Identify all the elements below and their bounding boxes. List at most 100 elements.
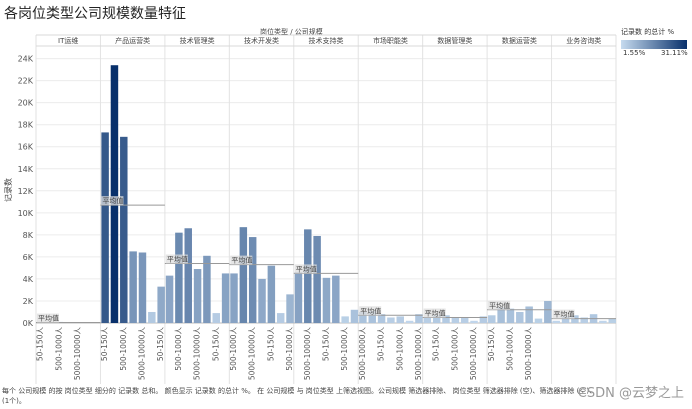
bar [313,235,321,323]
average-label-box [165,254,188,264]
bar [101,132,109,323]
bar [516,311,524,323]
x-tick-label: 500-1000人 [340,327,349,371]
average-label: 平均值 [102,196,123,205]
bar [497,307,505,323]
bar [368,310,376,323]
bar [544,300,552,323]
bar [294,272,303,323]
x-tick-label: 50-150人 [432,327,441,362]
bar [608,318,616,323]
bar [286,294,294,323]
y-tick-label: 18K [18,121,34,130]
average-label: 平均值 [425,308,446,317]
bar [580,317,588,323]
y-tick-label: 8K [23,231,34,240]
bar [571,315,579,323]
y-tick-label: 14K [18,165,34,174]
x-tick-label: 50-150人 [211,327,220,362]
bar [479,316,488,323]
group-header-label: 技术管理类 [180,36,215,45]
legend-gradient-bar [621,40,687,49]
average-label-box [294,264,317,274]
legend-max-label: 31.11% [661,49,688,57]
x-tick-label: 500-1000人 [395,327,404,371]
color-legend[interactable]: 记录数 的总计 % 1.55% 31.11% [621,27,691,57]
bar [258,278,266,323]
average-label-box [101,196,124,206]
bar [525,306,533,323]
x-tick-label: 50-150人 [487,327,496,362]
average-label-box [230,255,253,265]
bar [423,317,432,323]
bar [175,232,183,323]
bar [470,320,478,323]
x-tick-label: 50-150人 [266,327,275,362]
bar [387,317,395,323]
bar [120,136,128,323]
y-tick-label: 4K [23,275,34,284]
group-header-label: IT运维 [58,36,78,45]
y-tick-label: 22K [18,77,34,86]
y-tick-label: 10K [18,209,34,218]
bar [248,237,257,323]
group-header-label: 数据管理类 [437,36,472,45]
bar [460,317,469,323]
bar [359,311,367,323]
x-tick-label: 50-150人 [321,327,330,362]
bar [451,317,460,323]
bar [396,316,404,323]
bar [322,277,331,323]
average-label: 平均值 [554,310,575,319]
bar [332,275,340,323]
bar [148,311,156,323]
bar [442,315,450,323]
bar [304,229,312,323]
x-tick-label: 5000-10000人 [524,327,533,381]
bar [506,308,515,323]
bar [184,228,192,323]
footer-caption: 每个 公司规模 的按 岗位类型 细分的 记录数 总和。 颜色显示 记录数 的总计… [2,387,597,405]
x-axis: 50-150人 500-1000人 5000-10000人 50-150人 500-10… [36,327,533,381]
group-header-label: 数据运营类 [502,36,537,45]
average-label: 平均值 [231,256,252,265]
legend-title: 记录数 的总计 % [621,28,675,36]
y-tick-label: 20K [18,99,34,108]
bar [230,273,238,323]
bar [377,314,386,323]
y-tick-label: 24K [18,55,34,64]
x-tick-label: 500-1000人 [285,327,294,371]
average-label-box [359,306,382,316]
x-tick-label: 50-150人 [156,327,165,362]
x-tick-label: 500-1000人 [229,327,238,371]
group-header-label: 市场职能类 [373,36,408,45]
average-label: 平均值 [489,301,510,310]
x-tick-label: 5000-10000人 [193,327,202,381]
y-tick-label: 12K [18,187,34,196]
bar [534,318,543,323]
x-tick-label: 5000-10000人 [469,327,478,381]
bar [488,315,496,323]
bar [561,316,570,323]
average-label-box [552,309,575,319]
bar [276,313,285,323]
average-label: 平均值 [296,264,317,273]
y-tick-label: 6K [23,253,34,262]
legend-min-label: 1.55% [623,49,646,57]
average-label-box [423,308,446,318]
average-label: 平均值 [167,255,188,264]
bar [157,286,165,323]
bar [341,316,349,323]
x-tick-label: 5000-10000人 [414,327,423,381]
x-tick-label: 5000-10000人 [358,327,367,381]
y-tick-label: 2K [23,297,34,306]
bar [203,255,211,323]
column-header-title: 岗位类型 / 公司规模 [260,28,323,36]
y-axis: 0K 2K 4K 6K 8K 10K 12K 14K 16K 18K 20K 22K 24K 记录数 [3,55,34,328]
x-tick-label: 50-150人 [377,327,386,362]
bar [193,269,202,323]
x-tick-label: 5000-10000人 [73,327,82,381]
group-header-label: 技术支持类 [309,36,344,45]
x-tick-label: 500-1000人 [450,327,459,371]
